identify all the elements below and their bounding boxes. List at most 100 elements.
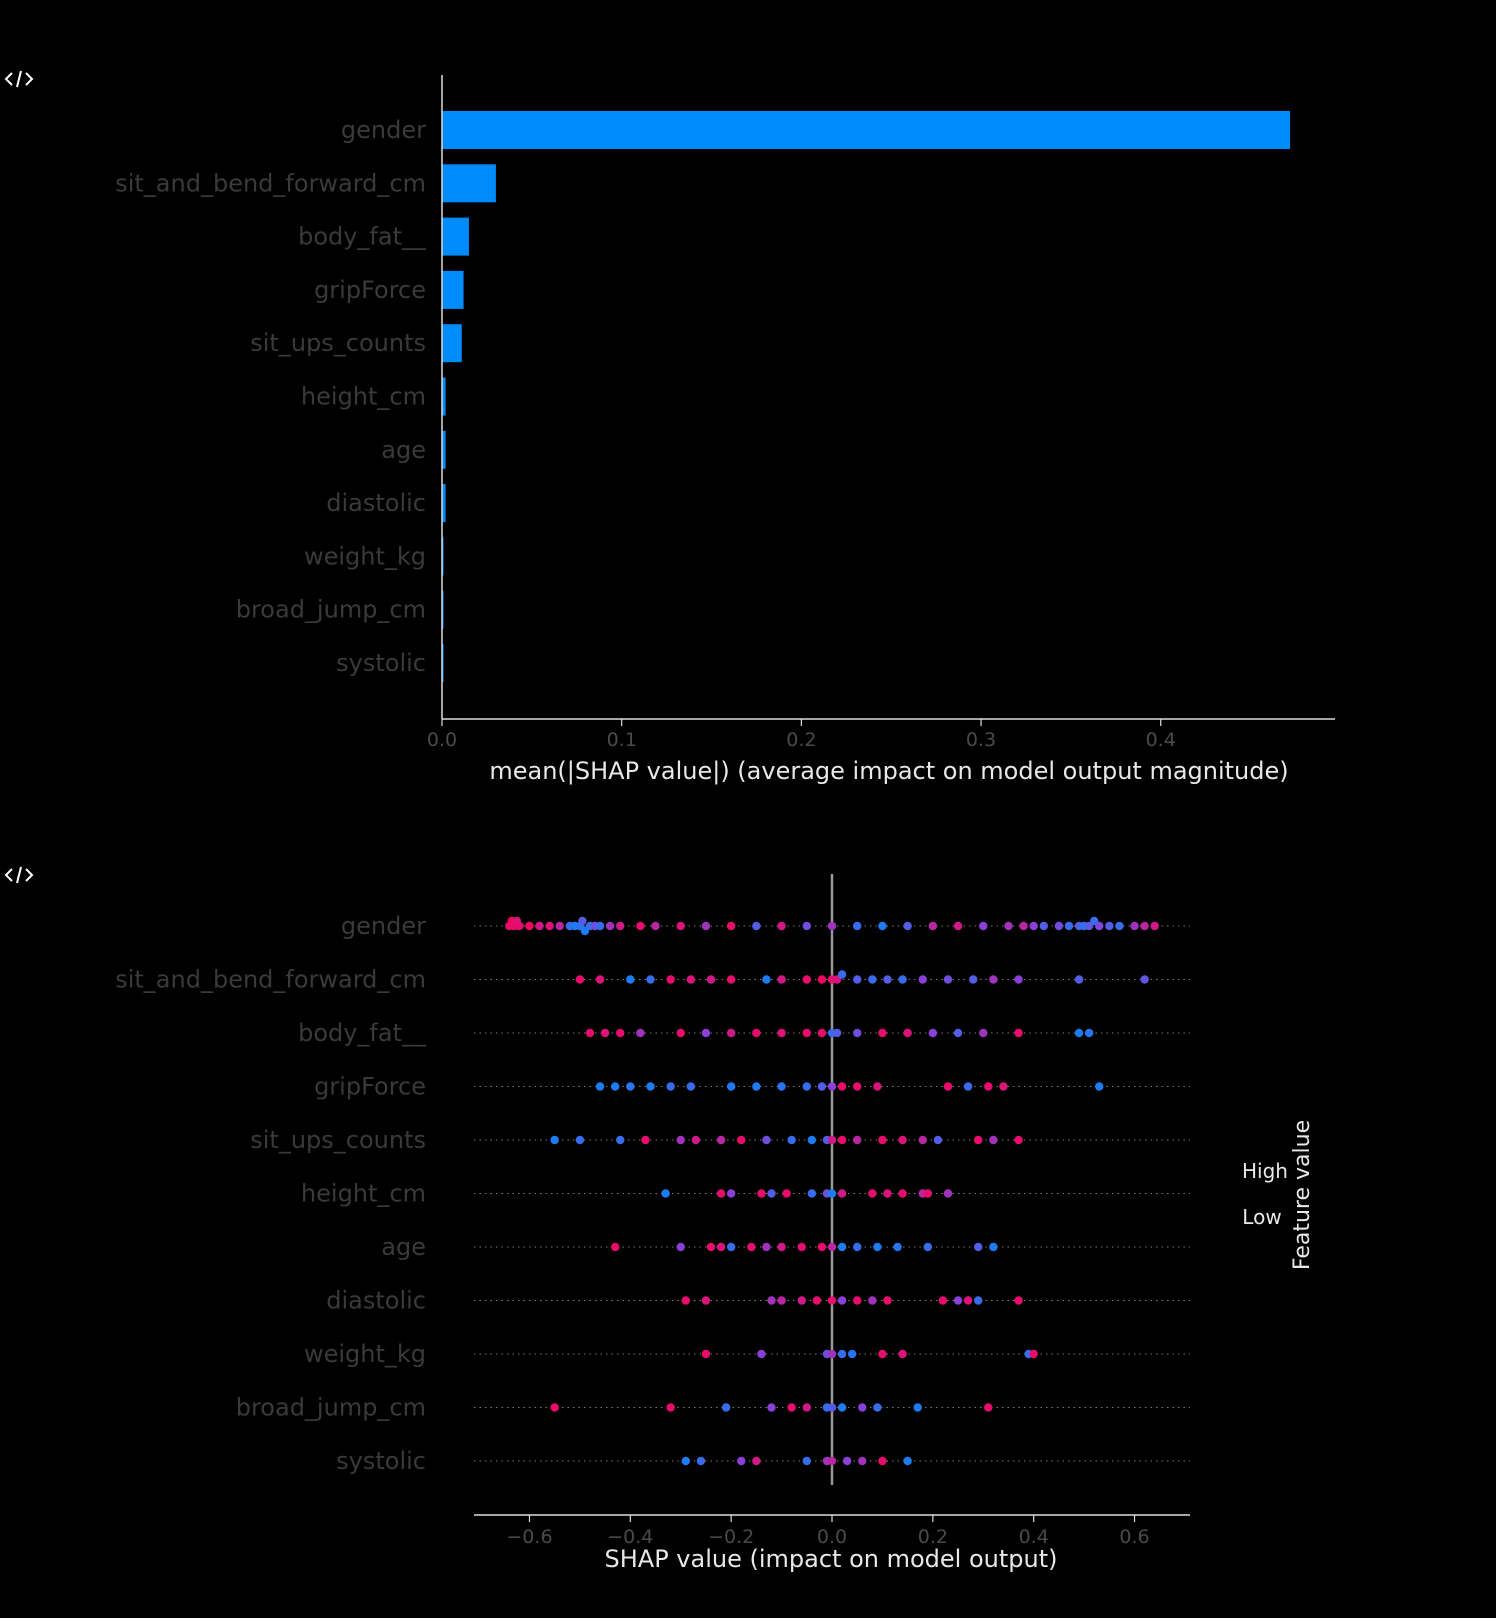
shap-point bbox=[636, 1028, 645, 1038]
shap-point bbox=[636, 921, 645, 931]
bar bbox=[442, 377, 446, 416]
shap-point bbox=[716, 1242, 726, 1252]
shap-point bbox=[898, 975, 907, 984]
x-tick-label: 0.4 bbox=[1146, 729, 1176, 751]
bar-category-label: height_cm bbox=[301, 383, 426, 411]
shap-point bbox=[726, 1189, 736, 1198]
shap-point bbox=[878, 1456, 887, 1466]
shap-point bbox=[873, 1082, 882, 1091]
shap-point bbox=[681, 1296, 690, 1305]
shap-point bbox=[646, 1082, 655, 1091]
shap-point bbox=[979, 921, 988, 931]
shap-point bbox=[1074, 1028, 1084, 1038]
shap-point bbox=[726, 1242, 736, 1252]
shap-point bbox=[979, 1028, 988, 1038]
shap-point bbox=[898, 1189, 907, 1198]
shap-point bbox=[802, 1403, 811, 1412]
shap-point bbox=[847, 1349, 857, 1359]
shap-point bbox=[575, 1135, 585, 1145]
shap-point bbox=[610, 1242, 620, 1252]
x-axis-label: mean(|SHAP value|) (average impact on mo… bbox=[489, 757, 1288, 785]
shap-point bbox=[777, 1028, 786, 1038]
shap-point bbox=[626, 975, 635, 984]
shap-point bbox=[1095, 1082, 1104, 1091]
shap-point bbox=[868, 975, 877, 984]
shap-point bbox=[1039, 921, 1048, 931]
shap-point bbox=[686, 975, 696, 984]
code-icon[interactable] bbox=[4, 68, 34, 90]
shap-point bbox=[737, 1456, 746, 1466]
bar bbox=[442, 217, 469, 256]
shap-point bbox=[721, 1403, 731, 1412]
shap-point bbox=[797, 1296, 806, 1305]
shap-point bbox=[807, 1135, 817, 1145]
shap-point bbox=[807, 1189, 817, 1198]
shap-point bbox=[827, 921, 837, 931]
shap-point bbox=[878, 1349, 887, 1359]
code-icon[interactable] bbox=[4, 864, 34, 886]
shap-point bbox=[928, 921, 938, 931]
shap-point bbox=[757, 1349, 766, 1359]
shap-point bbox=[883, 1296, 892, 1305]
shap-point bbox=[827, 1296, 837, 1305]
shap-point bbox=[757, 1189, 766, 1198]
shap-point bbox=[802, 921, 811, 931]
shap-point bbox=[837, 1242, 847, 1252]
shap-point bbox=[903, 921, 912, 931]
shap-point bbox=[989, 1135, 998, 1145]
shap-point bbox=[878, 921, 887, 931]
colorbar-title: Feature value bbox=[1290, 1120, 1315, 1270]
shap-point bbox=[777, 1296, 786, 1305]
shap-point bbox=[832, 1028, 842, 1038]
feature-label: sit_and_bend_forward_cm bbox=[115, 966, 426, 994]
shap-point bbox=[1130, 921, 1139, 931]
shap-point bbox=[550, 1135, 559, 1145]
shap-point bbox=[837, 1135, 847, 1145]
shap-point bbox=[1014, 1296, 1023, 1305]
shap-point bbox=[903, 1028, 912, 1038]
shap-point bbox=[726, 1082, 736, 1091]
shap-point bbox=[726, 1028, 736, 1038]
shap-point bbox=[827, 1189, 837, 1198]
colorbar-high-label: High bbox=[1242, 1159, 1288, 1183]
feature-label: broad_jump_cm bbox=[236, 1394, 426, 1422]
shap-point bbox=[616, 921, 625, 931]
shap-point bbox=[802, 1082, 811, 1091]
x-tick-label: 0.4 bbox=[1019, 1526, 1049, 1548]
feature-label: systolic bbox=[336, 1447, 426, 1475]
shap-point bbox=[802, 1456, 811, 1466]
shap-point bbox=[858, 1403, 867, 1412]
shap-point bbox=[762, 1242, 771, 1252]
shap-point bbox=[878, 1028, 887, 1038]
shap-point bbox=[817, 1082, 827, 1091]
shap-point bbox=[817, 975, 827, 984]
shap-point bbox=[853, 1082, 862, 1091]
shap-point bbox=[943, 975, 953, 984]
shap-point bbox=[1140, 975, 1149, 984]
shap-point bbox=[963, 1082, 973, 1091]
shap-point bbox=[1105, 921, 1114, 931]
shap-point bbox=[837, 1403, 847, 1412]
x-tick-label: 0.0 bbox=[817, 1526, 847, 1548]
shap-point bbox=[787, 1135, 796, 1145]
feature-label: gripForce bbox=[314, 1073, 426, 1101]
shap-point bbox=[842, 1456, 852, 1466]
shap-point bbox=[726, 975, 736, 984]
shap-point bbox=[666, 1082, 675, 1091]
shap-point bbox=[853, 1028, 862, 1038]
beeswarm-chart: gender sit_and_bend_forward_cm body_fat__g… bbox=[115, 874, 1315, 1573]
shap-point bbox=[1095, 921, 1104, 931]
shap-point bbox=[898, 1135, 907, 1145]
shap-point bbox=[953, 1028, 963, 1038]
bar-category-label: systolic bbox=[336, 649, 426, 677]
shap-point bbox=[701, 1296, 711, 1305]
shap-point bbox=[797, 1242, 806, 1252]
shap-point bbox=[883, 1189, 892, 1198]
shap-point bbox=[706, 1242, 716, 1252]
shap-point bbox=[837, 1082, 847, 1091]
shap-point bbox=[943, 1189, 953, 1198]
shap-point bbox=[878, 1135, 887, 1145]
shap-point bbox=[817, 1028, 827, 1038]
shap-point bbox=[1140, 921, 1149, 931]
shap-point bbox=[641, 1135, 650, 1145]
